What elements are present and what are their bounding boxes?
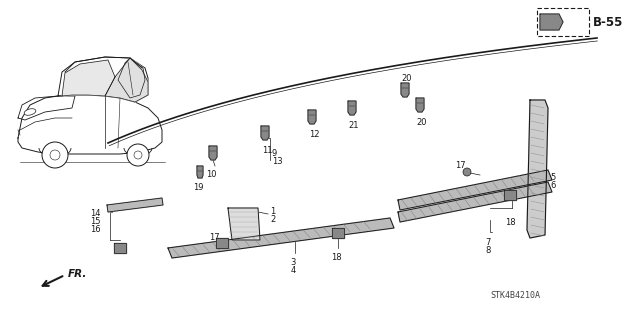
Text: 2: 2 <box>270 216 275 225</box>
Text: 4: 4 <box>291 266 296 275</box>
Polygon shape <box>58 57 148 102</box>
Text: 6: 6 <box>550 182 556 190</box>
Text: STK4B4210A: STK4B4210A <box>490 291 540 300</box>
Polygon shape <box>105 58 148 102</box>
Polygon shape <box>216 238 228 248</box>
Polygon shape <box>209 146 217 160</box>
Polygon shape <box>168 218 394 258</box>
Polygon shape <box>114 243 126 253</box>
Text: 17: 17 <box>454 160 465 169</box>
Text: 18: 18 <box>331 253 341 262</box>
Circle shape <box>134 151 142 159</box>
Text: 21: 21 <box>349 121 359 130</box>
Text: 18: 18 <box>505 218 515 227</box>
Text: 10: 10 <box>205 170 216 179</box>
Circle shape <box>463 168 471 176</box>
Text: 20: 20 <box>402 74 412 83</box>
Polygon shape <box>228 208 260 240</box>
Text: 1: 1 <box>270 207 275 217</box>
Polygon shape <box>416 98 424 112</box>
Text: 19: 19 <box>193 183 204 192</box>
Circle shape <box>42 142 68 168</box>
Text: 11: 11 <box>262 146 272 155</box>
Text: 14: 14 <box>90 209 100 218</box>
Polygon shape <box>398 182 552 222</box>
Polygon shape <box>107 198 163 212</box>
Text: 9: 9 <box>272 149 277 158</box>
Text: FR.: FR. <box>68 269 88 279</box>
Text: 12: 12 <box>308 130 319 139</box>
Text: 15: 15 <box>90 217 100 226</box>
Text: 16: 16 <box>90 226 100 234</box>
Text: 17: 17 <box>209 233 220 241</box>
Bar <box>537 8 589 36</box>
Polygon shape <box>401 83 409 97</box>
Polygon shape <box>348 101 356 115</box>
Polygon shape <box>332 228 344 238</box>
Polygon shape <box>261 126 269 140</box>
Polygon shape <box>197 166 203 178</box>
Text: 3: 3 <box>291 258 296 267</box>
Polygon shape <box>62 60 115 96</box>
Polygon shape <box>540 14 563 30</box>
Circle shape <box>127 144 149 166</box>
Text: B-55: B-55 <box>593 16 623 28</box>
Text: 20: 20 <box>417 118 428 127</box>
Polygon shape <box>527 100 548 238</box>
Text: 5: 5 <box>550 174 556 182</box>
Circle shape <box>50 150 60 160</box>
Text: 13: 13 <box>272 157 283 166</box>
Polygon shape <box>308 110 316 124</box>
Polygon shape <box>504 190 516 200</box>
Polygon shape <box>118 58 145 98</box>
Polygon shape <box>398 170 552 210</box>
Ellipse shape <box>24 109 36 115</box>
Text: 7: 7 <box>485 238 491 247</box>
Text: 8: 8 <box>485 246 491 255</box>
Polygon shape <box>18 95 162 154</box>
